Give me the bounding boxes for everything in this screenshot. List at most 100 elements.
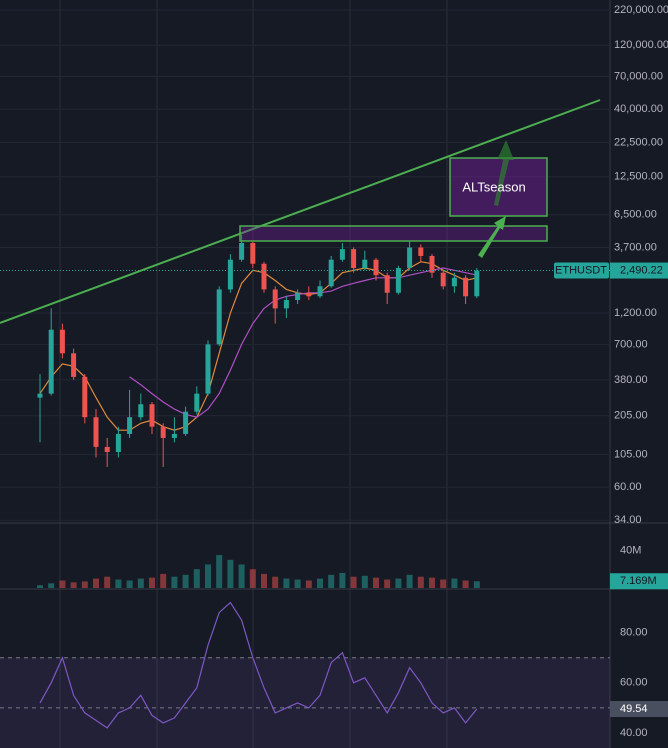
- candle-body: [71, 353, 77, 377]
- volume-bar: [149, 577, 155, 588]
- candle-body: [127, 417, 133, 434]
- volume-bar: [137, 578, 144, 588]
- volume-bar: [48, 583, 55, 588]
- volume-bar: [81, 581, 88, 588]
- volume-bar: [373, 577, 379, 588]
- value-box: [610, 573, 668, 590]
- candle-body: [149, 404, 155, 427]
- candle-body: [48, 329, 54, 394]
- volume-bar: [429, 577, 435, 588]
- volume-bar: [160, 573, 167, 588]
- volume-bar: [171, 576, 178, 588]
- volume-bar: [115, 579, 122, 588]
- candle-body: [261, 263, 267, 290]
- candle-body: [429, 255, 435, 273]
- volume-bar: [283, 578, 290, 588]
- volume-bar: [305, 580, 312, 588]
- volume-bar: [104, 576, 111, 588]
- y-tick-label: 3,700.00: [614, 241, 657, 253]
- candle-body: [440, 272, 446, 287]
- value-box: [610, 701, 668, 718]
- range-box: [239, 225, 548, 242]
- symbol-box: [554, 262, 609, 279]
- y-tick-label: 60.00: [614, 481, 642, 493]
- candle-body: [104, 446, 110, 452]
- candle-body: [351, 249, 357, 269]
- volume-bar: [261, 573, 267, 588]
- candle-body: [227, 259, 233, 290]
- y-tick-label: 80.00: [620, 627, 648, 639]
- volume-bar: [193, 569, 200, 588]
- y-tick-label: 220,000.00: [614, 4, 668, 16]
- value-label: 7.169M: [620, 575, 657, 587]
- plot-layer: 220,000.00 120,000.00 70,000.00 40,000.00 22…: [0, 4, 668, 748]
- candle-body: [82, 376, 88, 418]
- candle-body: [183, 411, 189, 434]
- moving-average: [39, 261, 477, 431]
- volume-bar: [440, 579, 447, 588]
- volume-bar: [294, 579, 301, 588]
- volume-bar: [59, 580, 66, 588]
- y-tick-label: 40M: [620, 544, 641, 556]
- volume-bar: [272, 576, 279, 588]
- candle-body: [216, 289, 222, 345]
- candle-body: [272, 289, 278, 309]
- volume-bar: [238, 564, 245, 588]
- volume-bar: [317, 578, 323, 588]
- volume-bar: [37, 585, 43, 588]
- volume-bar: [395, 578, 402, 588]
- price-label: 2,490.22: [620, 264, 663, 276]
- y-tick-label: 40,000.00: [614, 103, 663, 115]
- volume-bar: [473, 581, 480, 588]
- y-tick-label: 1,200.00: [614, 307, 657, 319]
- candle-body: [160, 426, 166, 438]
- candle-body: [373, 259, 379, 276]
- candle-body: [171, 433, 177, 438]
- volume-bar: [350, 576, 357, 588]
- rsi-band: [0, 657, 610, 748]
- y-tick-label: 12,500.00: [614, 171, 663, 183]
- candle-body: [362, 259, 368, 269]
- annotation: ALTseason: [462, 179, 525, 194]
- arrow: [478, 216, 506, 258]
- volume-bar: [361, 575, 368, 588]
- drawings: ALTseason: [0, 99, 601, 324]
- volume-bar: [216, 555, 223, 588]
- y-tick-label: 205.00: [614, 410, 648, 422]
- symbol-label: ETHUSDT: [555, 264, 607, 276]
- candle-body: [395, 268, 401, 293]
- y-tick-label: 6,500.00: [614, 209, 657, 221]
- volume-bar: [406, 574, 413, 588]
- y-tick-label: 40.00: [620, 727, 648, 739]
- candle-body: [328, 259, 334, 287]
- candle-body: [59, 329, 65, 354]
- arrow: [494, 140, 514, 206]
- rsi-line: [39, 601, 478, 729]
- volume-bar: [451, 578, 458, 588]
- volume-bar: [462, 580, 469, 588]
- y-tick-label: 120,000.00: [614, 39, 668, 51]
- volume-bar: [182, 574, 189, 588]
- candle-body: [418, 247, 424, 256]
- volume-bar: [328, 574, 335, 588]
- volume-bar: [384, 579, 391, 588]
- volume-bar: [227, 559, 234, 588]
- volume-bar: [249, 569, 256, 588]
- candle-body: [239, 242, 245, 260]
- candle-body: [306, 292, 312, 297]
- candle-body: [138, 404, 144, 418]
- value-label: 49.54: [620, 703, 648, 715]
- y-tick-label: 380.00: [614, 374, 648, 386]
- price-box: [610, 262, 668, 279]
- candle-body: [93, 417, 99, 447]
- candle-body: [115, 433, 121, 452]
- grid: [59, 0, 448, 748]
- candle-body: [250, 242, 256, 264]
- volume-bar: [417, 576, 424, 588]
- volume-bar: [339, 572, 346, 588]
- y-tick-label: 700.00: [614, 338, 648, 350]
- candle-body: [451, 277, 457, 287]
- candle-body: [474, 270, 480, 297]
